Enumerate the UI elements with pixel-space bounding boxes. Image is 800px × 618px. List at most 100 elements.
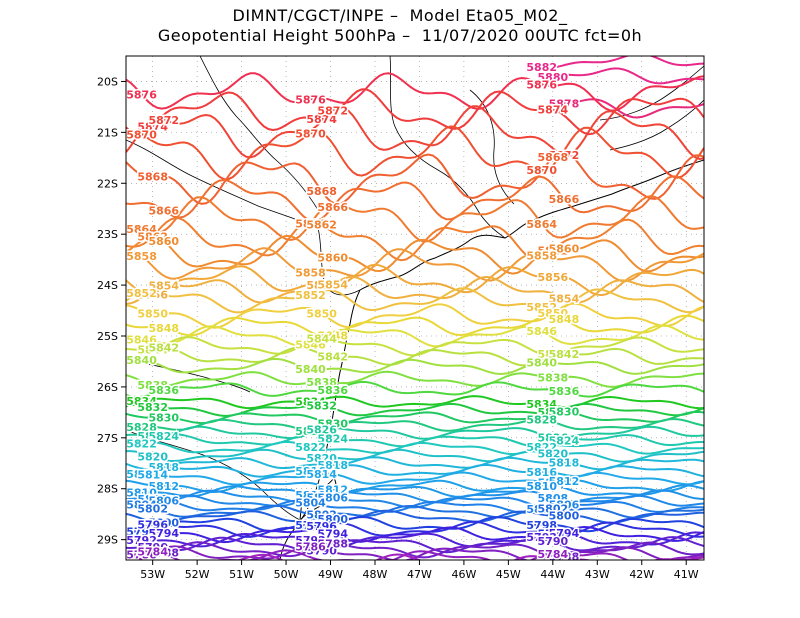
contour-label-5876: 5876 — [126, 88, 157, 101]
contour-line-5864 — [126, 195, 704, 243]
x-tick-label: 50W — [274, 568, 299, 581]
contour-line-5858 — [126, 247, 704, 283]
contour-label-5832: 5832 — [538, 406, 569, 419]
contour-label-5790: 5790 — [306, 545, 337, 558]
contour-line-5798 — [126, 515, 704, 533]
contour-label-5854: 5854 — [317, 279, 348, 292]
contour-label-5830: 5830 — [317, 417, 348, 430]
contour-label-5868: 5868 — [137, 171, 168, 184]
contour-label-5846: 5846 — [526, 325, 557, 338]
contour-label-5808: 5808 — [538, 492, 569, 505]
contour-line-5808 — [126, 489, 704, 504]
contour-label-5792: 5792 — [295, 534, 326, 547]
contour-label-5874: 5874 — [538, 104, 569, 117]
contour-line-5850 — [126, 302, 704, 329]
contour-label-5860: 5860 — [317, 252, 348, 265]
contour-label-5836: 5836 — [317, 384, 348, 397]
contour-label-5852: 5852 — [126, 287, 157, 300]
contour-label-5852: 5852 — [295, 289, 326, 302]
contour-line-5856 — [126, 263, 704, 297]
contour-label-5822: 5822 — [526, 441, 557, 454]
contour-label-5816: 5816 — [526, 466, 557, 479]
contour-line-5802 — [126, 504, 704, 519]
contour-label-5802: 5802 — [538, 502, 569, 515]
contour-label-5826: 5826 — [538, 432, 569, 445]
contour-label-5848: 5848 — [549, 313, 580, 326]
y-tick-label: 21S — [97, 126, 118, 139]
contour-label-5850: 5850 — [538, 307, 569, 320]
contour-label-5804: 5804 — [126, 499, 157, 512]
contour-label-5802: 5802 — [137, 503, 168, 516]
x-tick-label: 43W — [585, 568, 610, 581]
contour-label-5790: 5790 — [538, 535, 569, 548]
contour-label-5842: 5842 — [148, 341, 179, 354]
contour-label-5838: 5838 — [306, 376, 337, 389]
x-tick-label: 45W — [496, 568, 521, 581]
contour-label-5868: 5868 — [538, 151, 569, 164]
contour-label-5842: 5842 — [549, 348, 580, 361]
contour-label-5814: 5814 — [137, 468, 168, 481]
contour-label-5882: 5882 — [526, 61, 557, 74]
contour-line-5862 — [126, 216, 704, 262]
contour-label-5818: 5818 — [549, 457, 580, 470]
contour-line-5784 — [126, 549, 704, 560]
contour-line-5842 — [126, 346, 704, 367]
contour-label-5824: 5824 — [549, 435, 580, 448]
contour-label-5834: 5834 — [526, 398, 557, 411]
contour-label-5796: 5796 — [538, 528, 569, 541]
contour-label-5822: 5822 — [295, 441, 326, 454]
contour-label-5798: 5798 — [526, 519, 557, 532]
contour-label-5836: 5836 — [148, 384, 179, 397]
contour-label-5840: 5840 — [126, 354, 157, 367]
contour-label-5820: 5820 — [137, 451, 168, 464]
contour-label-5848: 5848 — [148, 322, 179, 335]
contour-line-5880 — [552, 67, 704, 85]
contour-label-5832: 5832 — [137, 401, 168, 414]
contour-line-5866 — [126, 175, 704, 223]
contour-line-5796 — [126, 520, 704, 538]
contour-label-5866: 5866 — [317, 201, 348, 214]
contour-lines — [126, 56, 704, 560]
y-tick-label: 20S — [97, 75, 118, 88]
x-tick-label: 48W — [363, 568, 388, 581]
x-tick-label: 49W — [318, 568, 343, 581]
contour-label-5812: 5812 — [148, 480, 179, 493]
contour-label-5820: 5820 — [538, 447, 569, 460]
contour-label-5796: 5796 — [137, 519, 168, 532]
contour-label-5878: 5878 — [549, 97, 580, 110]
contour-label-5830: 5830 — [549, 405, 580, 418]
contour-label-5856: 5856 — [137, 288, 168, 301]
contour-label-5786: 5786 — [126, 549, 157, 562]
contour-label-5856: 5856 — [538, 271, 569, 284]
contour-label-5800: 5800 — [317, 513, 348, 526]
contour-label-5794: 5794 — [549, 527, 580, 540]
contour-line-5826 — [126, 425, 704, 440]
contour-label-5814: 5814 — [306, 468, 337, 481]
contour-label-5868: 5868 — [306, 185, 337, 198]
contour-label-5844: 5844 — [137, 343, 168, 356]
contour-label-5792: 5792 — [126, 534, 157, 547]
y-tick-label: 22S — [97, 177, 118, 190]
contour-label-5798: 5798 — [126, 526, 157, 539]
contour-line-5840 — [126, 358, 704, 376]
contour-label-5800: 5800 — [148, 516, 179, 529]
x-axis: 53W 52W 51W 50W 49W 48W 47W 46W 45W 44W 43W 42W 41W — [140, 560, 699, 581]
contour-line-5848 — [126, 314, 704, 338]
contour-label-5810: 5810 — [126, 487, 157, 500]
contour-label-5800: 5800 — [549, 509, 580, 522]
contour-line-5812 — [126, 479, 704, 494]
contour-line-5790 — [126, 536, 704, 554]
contour-line-5852 — [126, 287, 704, 314]
contour-label-5876: 5876 — [295, 93, 326, 106]
x-tick-label: 46W — [451, 568, 476, 581]
contour-label-5788: 5788 — [148, 546, 179, 559]
contour-label-5850: 5850 — [137, 307, 168, 320]
contour-line-5836 — [126, 380, 704, 399]
plot-frame — [125, 55, 705, 561]
contour-label-5814: 5814 — [538, 476, 569, 489]
contour-label-5786: 5786 — [295, 541, 326, 554]
contour-line-5806 — [126, 494, 704, 509]
title-line-1: DIMNT/CGCT/INPE – Model Eta05_M02_ — [232, 6, 568, 25]
y-tick-label: 27S — [97, 432, 118, 445]
